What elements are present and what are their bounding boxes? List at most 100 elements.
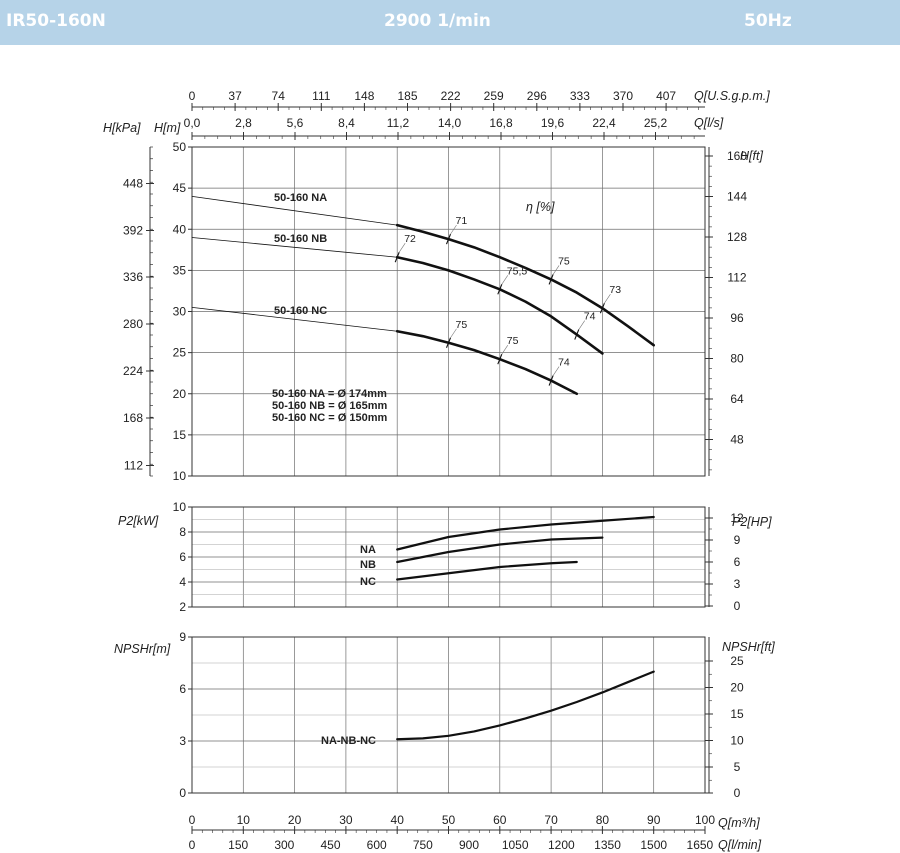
ft-right-tick-label: 64	[730, 392, 744, 406]
efficiency-tick	[394, 252, 400, 263]
power-ytick-label: 10	[173, 500, 187, 514]
head-curve-extension	[191, 195, 398, 226]
hp-axis-label: P2[HP]	[732, 515, 772, 529]
impeller-diameter-label: 50-160 NA = Ø 174mm	[272, 388, 387, 400]
gpm-tick-label: 37	[228, 89, 242, 103]
npsh-ytick-label: 0	[179, 786, 186, 800]
efficiency-value: 75,5	[507, 265, 528, 277]
efficiency-label: η [%]	[526, 200, 555, 214]
npsh-axis-label: NPSHr[m]	[114, 642, 171, 656]
qm3h-tick-label: 20	[288, 813, 302, 827]
qlmin-tick-label: 1650	[687, 838, 714, 852]
efficiency-value: 74	[584, 311, 596, 323]
hp-right-tick-label: 3	[734, 577, 741, 591]
kpa-tick-label: 336	[123, 270, 143, 284]
power-ytick-label: 6	[179, 550, 186, 564]
qm3h-tick-label: 100	[695, 813, 715, 827]
efficiency-tick	[599, 303, 605, 314]
npshft-right-tick-label: 25	[730, 654, 744, 668]
npshft-right-tick-label: 0	[734, 786, 741, 800]
qlmin-tick-label: 450	[320, 838, 340, 852]
qm3h-tick-label: 40	[391, 813, 405, 827]
ft-right-tick-label: 144	[727, 190, 747, 204]
power-curve	[396, 560, 578, 581]
power-curve-label: NC	[360, 576, 376, 588]
head-ytick-label: 50	[173, 140, 187, 154]
qm3h-tick-label: 80	[596, 813, 610, 827]
efficiency-value: 75	[456, 319, 468, 331]
gpm-tick-label: 407	[656, 89, 676, 103]
lps-tick-label: 5,6	[287, 116, 304, 130]
impeller-diameter-label: 50-160 NC = Ø 150mm	[272, 412, 387, 424]
model-title: IR50-160N	[6, 11, 106, 31]
gpm-tick-label: 296	[527, 89, 547, 103]
hp-right-tick-label: 0	[734, 599, 741, 613]
efficiency-tick	[445, 337, 452, 348]
head-curve-extension	[191, 237, 398, 258]
efficiency-leader	[450, 328, 457, 338]
efficiency-value: 75	[507, 335, 519, 347]
qm3h-tick-label: 30	[339, 813, 353, 827]
efficiency-leader	[552, 265, 560, 275]
kpa-tick-label: 224	[123, 364, 143, 378]
head-curve-label: 50-160 NC	[274, 305, 327, 317]
ft-right-tick-label: 80	[730, 352, 744, 366]
power-curve	[396, 536, 604, 564]
ft-right-tick-label: 48	[730, 433, 744, 447]
hp-right-tick-label: 6	[734, 555, 741, 569]
head-ytick-label: 40	[173, 222, 187, 236]
npsh-frame	[191, 636, 706, 794]
efficiency-leader	[398, 243, 406, 253]
efficiency-tick	[548, 375, 554, 386]
qlmin-tick-label: 150	[228, 838, 248, 852]
npsh-ytick-label: 9	[179, 630, 186, 644]
power-ytick-label: 8	[179, 525, 186, 539]
qm3h-tick-label: 70	[544, 813, 558, 827]
gpm-tick-label: 0	[189, 89, 196, 103]
impeller-diameter-label: 50-160 NB = Ø 165mm	[272, 400, 387, 412]
lps-tick-label: 14,0	[438, 116, 462, 130]
head-curve-label: 50-160 NB	[274, 233, 327, 245]
efficiency-value: 75	[558, 255, 570, 267]
ft-right-tick-label: 96	[730, 311, 744, 325]
lps-tick-label: 22,4	[592, 116, 616, 130]
efficiency-value: 71	[456, 215, 468, 227]
power-curve-label: NA	[360, 544, 376, 556]
qlmin-tick-label: 750	[413, 838, 433, 852]
kpa-tick-label: 392	[123, 224, 143, 238]
npshft-right-tick-label: 10	[730, 734, 744, 748]
lps-tick-label: 2,8	[235, 116, 252, 130]
gpm-tick-label: 370	[613, 89, 633, 103]
hp-right-tick-label: 9	[734, 533, 741, 547]
qlmin-tick-label: 600	[367, 838, 387, 852]
qm3h-tick-label: 10	[237, 813, 251, 827]
qm3h-tick-label: 0	[189, 813, 196, 827]
npsh-ytick-label: 6	[179, 682, 186, 696]
efficiency-leader	[501, 275, 509, 285]
head-curve	[395, 223, 655, 347]
qm3h-tick-label: 90	[647, 813, 661, 827]
lps-tick-label: 0,0	[184, 116, 201, 130]
qm3h-tick-label: 50	[442, 813, 456, 827]
head-curve-extension	[191, 306, 398, 332]
gpm-tick-label: 74	[272, 89, 286, 103]
lps-tick-label: 19,6	[541, 116, 565, 130]
gpm-axis-label: Q[U.S.g.p.m.]	[694, 89, 770, 103]
head-ytick-label: 20	[173, 387, 187, 401]
gpm-tick-label: 148	[354, 89, 374, 103]
npsh-ytick-label: 3	[179, 734, 186, 748]
ft-right-tick-label: 112	[727, 271, 746, 285]
efficiency-value: 73	[609, 284, 621, 296]
power-curve-label: NB	[360, 559, 376, 571]
gpm-tick-label: 111	[312, 89, 331, 103]
head-ytick-label: 25	[173, 346, 187, 360]
power-ytick-label: 4	[179, 575, 186, 589]
qlmin-tick-label: 0	[189, 838, 196, 852]
efficiency-tick	[548, 274, 554, 285]
lps-tick-label: 25,2	[644, 116, 668, 130]
qlmin-tick-label: 1350	[594, 838, 621, 852]
efficiency-leader	[604, 294, 611, 304]
ft-right-tick-label: 160	[727, 149, 747, 163]
lps-tick-label: 11,2	[387, 116, 410, 130]
head-axis-label: H[m]	[154, 121, 181, 135]
